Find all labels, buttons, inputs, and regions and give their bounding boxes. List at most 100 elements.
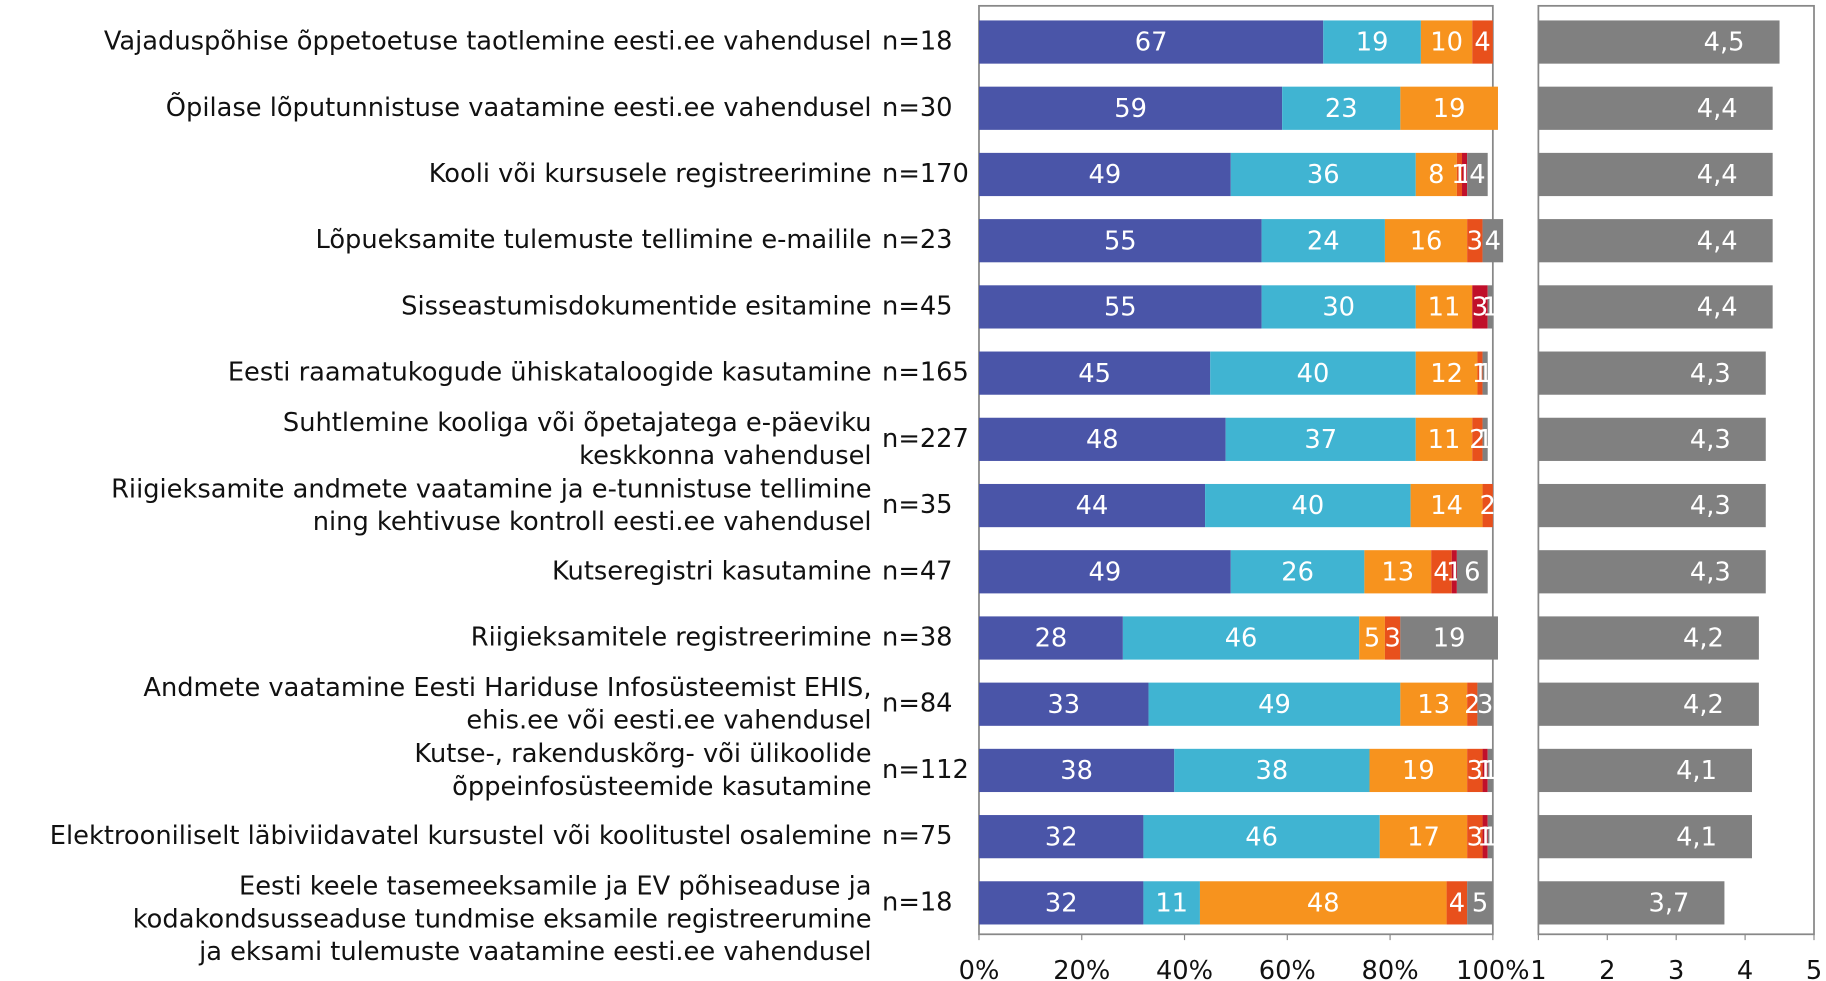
bar-segment xyxy=(1410,483,1483,528)
category-label: Kooli või kursusele registreerimine xyxy=(429,159,872,189)
bar-segment xyxy=(1487,285,1493,329)
segment-label: 4 xyxy=(1474,28,1490,58)
bar-segment xyxy=(978,483,1206,528)
segment-label: 2 xyxy=(1469,425,1485,455)
bar-segment xyxy=(1415,417,1473,461)
segment-label: 11 xyxy=(1428,425,1461,455)
segment-label: 1 xyxy=(1482,822,1498,852)
segment-label: 32 xyxy=(1045,889,1078,919)
bar-segment xyxy=(1420,20,1473,64)
bar-segment xyxy=(1431,550,1452,594)
bar-segment xyxy=(1261,285,1416,329)
bar-segment xyxy=(1415,351,1478,395)
bar xyxy=(1538,417,1766,461)
category-label: õppeinfosüsteemide kasutamine xyxy=(452,772,871,802)
category-label: ja eksami tulemuste vaatamine eesti.ee v… xyxy=(198,937,871,967)
category-label: Kutse-, rakenduskõrg- või ülikoolide xyxy=(414,739,871,769)
category-label: ehis.ee või eesti.ee vahendusel xyxy=(466,706,871,736)
segment-label: 3 xyxy=(1467,226,1483,256)
segment-label: 33 xyxy=(1047,690,1080,720)
bar-segment xyxy=(1210,351,1416,395)
bar xyxy=(1538,815,1752,859)
bar-segment xyxy=(978,86,1283,130)
segment-label: 13 xyxy=(1381,557,1414,587)
category-label: keskkonna vahendusel xyxy=(579,441,871,471)
segment-label: 10 xyxy=(1430,28,1463,58)
bar xyxy=(1538,285,1773,329)
bar-segment xyxy=(1148,682,1401,726)
category-label: Lõpueksamite tulemuste tellimine e-maili… xyxy=(315,225,871,255)
segment-label: 4 xyxy=(1433,557,1449,587)
bar-segment xyxy=(978,219,1262,263)
segment-label: 5 xyxy=(1472,889,1488,919)
segment-label: 17 xyxy=(1407,822,1440,852)
segment-label: 4 xyxy=(1469,160,1485,190)
bar-segment xyxy=(978,616,1123,660)
segment-label: 5 xyxy=(1364,624,1380,654)
plot-frame xyxy=(978,4,1494,936)
segment-label: 13 xyxy=(1417,690,1450,720)
n-label: n=45 xyxy=(882,291,953,321)
segment-label: 36 xyxy=(1307,160,1340,190)
category-label: Õpilase lõputunnistuse vaatamine eesti.e… xyxy=(166,91,872,123)
segment-label: 38 xyxy=(1060,756,1093,786)
bar-segment xyxy=(1482,219,1504,263)
x-tick-label: 0% xyxy=(959,956,1000,981)
category-label: Riigieksamitele registreerimine xyxy=(471,623,872,653)
value-label: 4,2 xyxy=(1683,690,1724,720)
bar-segment xyxy=(1174,748,1370,793)
segment-label: 55 xyxy=(1104,293,1137,323)
bar xyxy=(1538,550,1766,594)
category-label: Eesti keele tasemeeksamile ja EV põhisea… xyxy=(239,872,872,902)
category-label: Eesti raamatukogude ühiskataloogide kasu… xyxy=(228,358,872,388)
segment-label: 1 xyxy=(1477,425,1493,455)
bar-segment xyxy=(1482,483,1493,528)
segment-label: 6 xyxy=(1464,557,1480,587)
x-tick-label: 20% xyxy=(1053,956,1110,981)
segment-label: 2 xyxy=(1480,491,1496,521)
bar-segment xyxy=(1379,815,1468,859)
bar-segment xyxy=(1122,616,1360,660)
bar-segment xyxy=(1282,86,1401,130)
segment-label: 3 xyxy=(1384,624,1400,654)
segment-label: 2 xyxy=(1464,690,1480,720)
bar-segment xyxy=(1230,152,1416,197)
segment-label: 19 xyxy=(1402,756,1435,786)
bar-segment xyxy=(1477,682,1493,726)
category-label: Kutseregistri kasutamine xyxy=(552,556,872,586)
bar xyxy=(1538,219,1773,263)
n-label: n=170 xyxy=(882,159,969,189)
segment-label: 67 xyxy=(1135,28,1168,58)
value-label: 4,1 xyxy=(1676,822,1717,852)
bar-segment xyxy=(1487,748,1493,793)
segment-label: 30 xyxy=(1322,293,1355,323)
bar-segment xyxy=(1482,748,1488,793)
segment-label: 37 xyxy=(1304,425,1337,455)
bar-segment xyxy=(978,881,1144,925)
bar-segment xyxy=(1472,417,1483,461)
bar xyxy=(1538,616,1759,660)
bar-segment xyxy=(978,815,1144,859)
bar-segment xyxy=(1400,616,1498,660)
segment-label: 23 xyxy=(1325,94,1358,124)
value-label: 4,4 xyxy=(1697,160,1738,190)
bar-segment xyxy=(1400,86,1498,130)
segment-label: 8 xyxy=(1428,160,1444,190)
bar xyxy=(1538,86,1773,130)
bar-segment xyxy=(1467,682,1478,726)
bar-segment xyxy=(1456,550,1488,594)
n-label: n=112 xyxy=(882,755,969,785)
bar-segment xyxy=(1462,152,1468,197)
n-label: n=30 xyxy=(882,93,953,123)
bar-segment xyxy=(1143,815,1380,859)
bar-segment xyxy=(1482,351,1488,395)
n-label: n=75 xyxy=(882,821,953,851)
value-label: 4,3 xyxy=(1690,425,1731,455)
value-label: 4,3 xyxy=(1690,557,1731,587)
segment-label: 46 xyxy=(1245,822,1278,852)
plot-frame xyxy=(1537,4,1815,936)
bar-segment xyxy=(1467,219,1483,263)
segment-label: 11 xyxy=(1428,293,1461,323)
segment-label: 3 xyxy=(1477,690,1493,720)
bar xyxy=(1538,351,1766,395)
